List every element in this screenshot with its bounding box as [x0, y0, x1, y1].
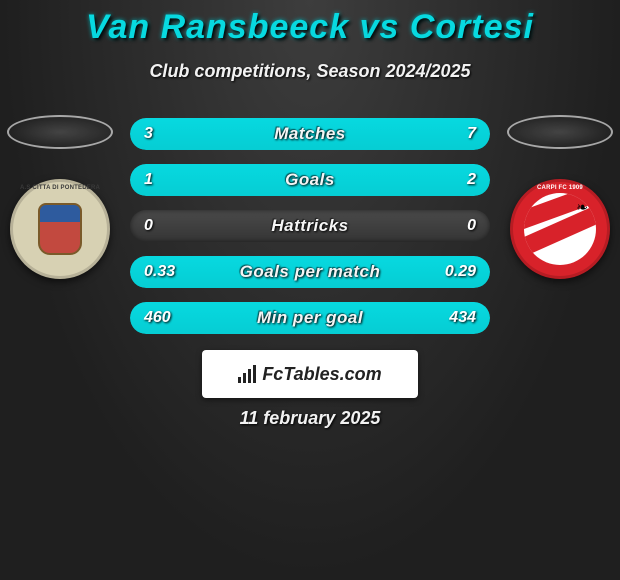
stat-label: Min per goal [130, 302, 490, 334]
club-badge-left: A.S CITTA DI PONTEDERA [10, 179, 110, 279]
stat-value-right: 7 [467, 118, 476, 150]
club-badge-left-inner [20, 189, 100, 269]
stat-value-left: 460 [144, 302, 171, 334]
stat-row: Hattricks0 0 [130, 210, 490, 242]
club-badge-right-label: CARPI FC 1909 [510, 185, 610, 191]
stat-row: Goals per match0.33 0.29 [130, 256, 490, 288]
club-badge-right: CARPI FC 1909 ❧ [510, 179, 610, 279]
date-label: 11 february 2025 [0, 408, 620, 429]
stat-value-right: 0 [467, 210, 476, 242]
player-photo-slot-left [7, 115, 113, 149]
site-name: FcTables.com [262, 364, 381, 385]
palm-icon: ❧ [576, 199, 588, 216]
stat-value-right: 434 [449, 302, 476, 334]
stat-label: Hattricks [130, 210, 490, 242]
page-title: Van Ransbeeck vs Cortesi [0, 0, 620, 47]
stat-value-right: 2 [467, 164, 476, 196]
stat-label: Goals per match [130, 256, 490, 288]
stats-list: Matches3 7 Goals1 2 Hattricks0 0 Goals per mat… [130, 118, 490, 334]
club-badge-right-inner: ❧ [524, 193, 596, 265]
site-badge: FcTables.com [202, 350, 418, 398]
stat-row: Min per goal460 434 [130, 302, 490, 334]
left-player-column: A.S CITTA DI PONTEDERA [0, 115, 120, 279]
subtitle: Club competitions, Season 2024/2025 [0, 61, 620, 82]
stat-value-left: 0 [144, 210, 153, 242]
stat-value-left: 3 [144, 118, 153, 150]
stat-value-left: 0.33 [144, 256, 175, 288]
stat-value-right: 0.29 [445, 256, 476, 288]
stat-row: Matches3 7 [130, 118, 490, 150]
chart-icon [238, 365, 256, 383]
stat-value-left: 1 [144, 164, 153, 196]
shield-icon [38, 203, 82, 255]
stat-label: Goals [130, 164, 490, 196]
right-player-column: CARPI FC 1909 ❧ [500, 115, 620, 279]
comparison-card: Van Ransbeeck vs Cortesi Club competitio… [0, 0, 620, 580]
stat-label: Matches [130, 118, 490, 150]
stat-row: Goals1 2 [130, 164, 490, 196]
player-photo-slot-right [507, 115, 613, 149]
